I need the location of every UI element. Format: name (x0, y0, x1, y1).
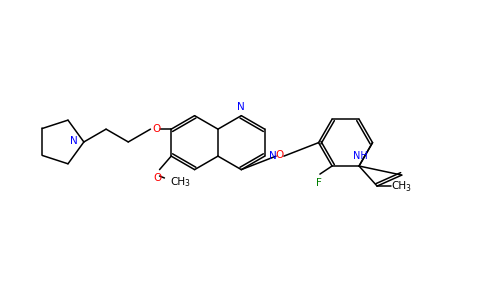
Text: N: N (238, 102, 245, 112)
Text: O: O (153, 173, 161, 183)
Text: N: N (70, 136, 78, 146)
Text: CH: CH (170, 177, 185, 187)
Text: F: F (316, 178, 321, 188)
Text: CH: CH (392, 181, 407, 191)
Text: 3: 3 (405, 184, 410, 193)
Text: 3: 3 (184, 179, 189, 188)
Text: O: O (276, 150, 284, 160)
Text: N: N (269, 151, 276, 161)
Text: O: O (152, 124, 161, 134)
Text: NH: NH (353, 151, 367, 161)
